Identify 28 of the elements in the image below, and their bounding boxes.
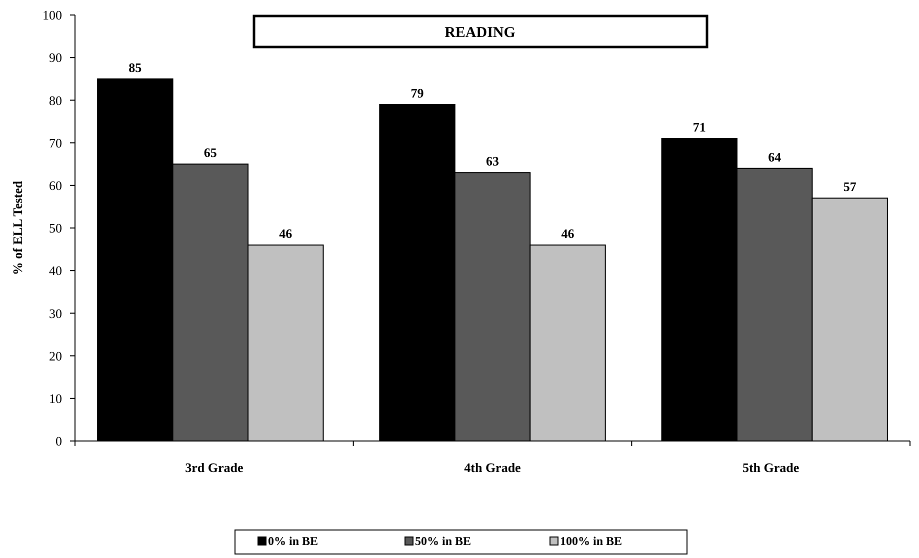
y-tick-label: 40 [49,263,62,278]
legend-label: 50% in BE [415,534,472,548]
legend-label: 0% in BE [268,534,318,548]
y-axis-title: % of ELL Tested [10,180,25,276]
x-tick-label: 5th Grade [742,460,800,475]
y-tick-label: 20 [49,348,62,364]
x-tick-label: 3rd Grade [185,460,244,475]
y-tick-label: 90 [49,50,62,66]
y-tick-label: 80 [49,92,62,108]
data-label: 63 [486,154,500,169]
data-label: 64 [768,149,782,164]
y-tick-label: 70 [49,135,62,150]
y-tick-label: 30 [49,306,62,321]
data-label: 71 [692,120,706,135]
data-label: 85 [128,60,142,75]
y-tick-label: 0 [56,434,62,449]
text: READING [444,24,516,41]
y-tick-label: 100 [42,8,62,23]
data-label: 79 [410,85,424,100]
data-label: 46 [561,226,575,242]
y-tick-label: 50 [49,220,62,236]
y-tick-label: 10 [49,390,62,406]
data-label: 46 [279,226,293,242]
legend-label: 100% in BE [560,534,622,548]
x-tick-label: 4th Grade [464,460,522,475]
data-label: 65 [204,145,218,160]
y-tick-label: 60 [49,178,62,193]
data-label: 57 [843,179,857,194]
